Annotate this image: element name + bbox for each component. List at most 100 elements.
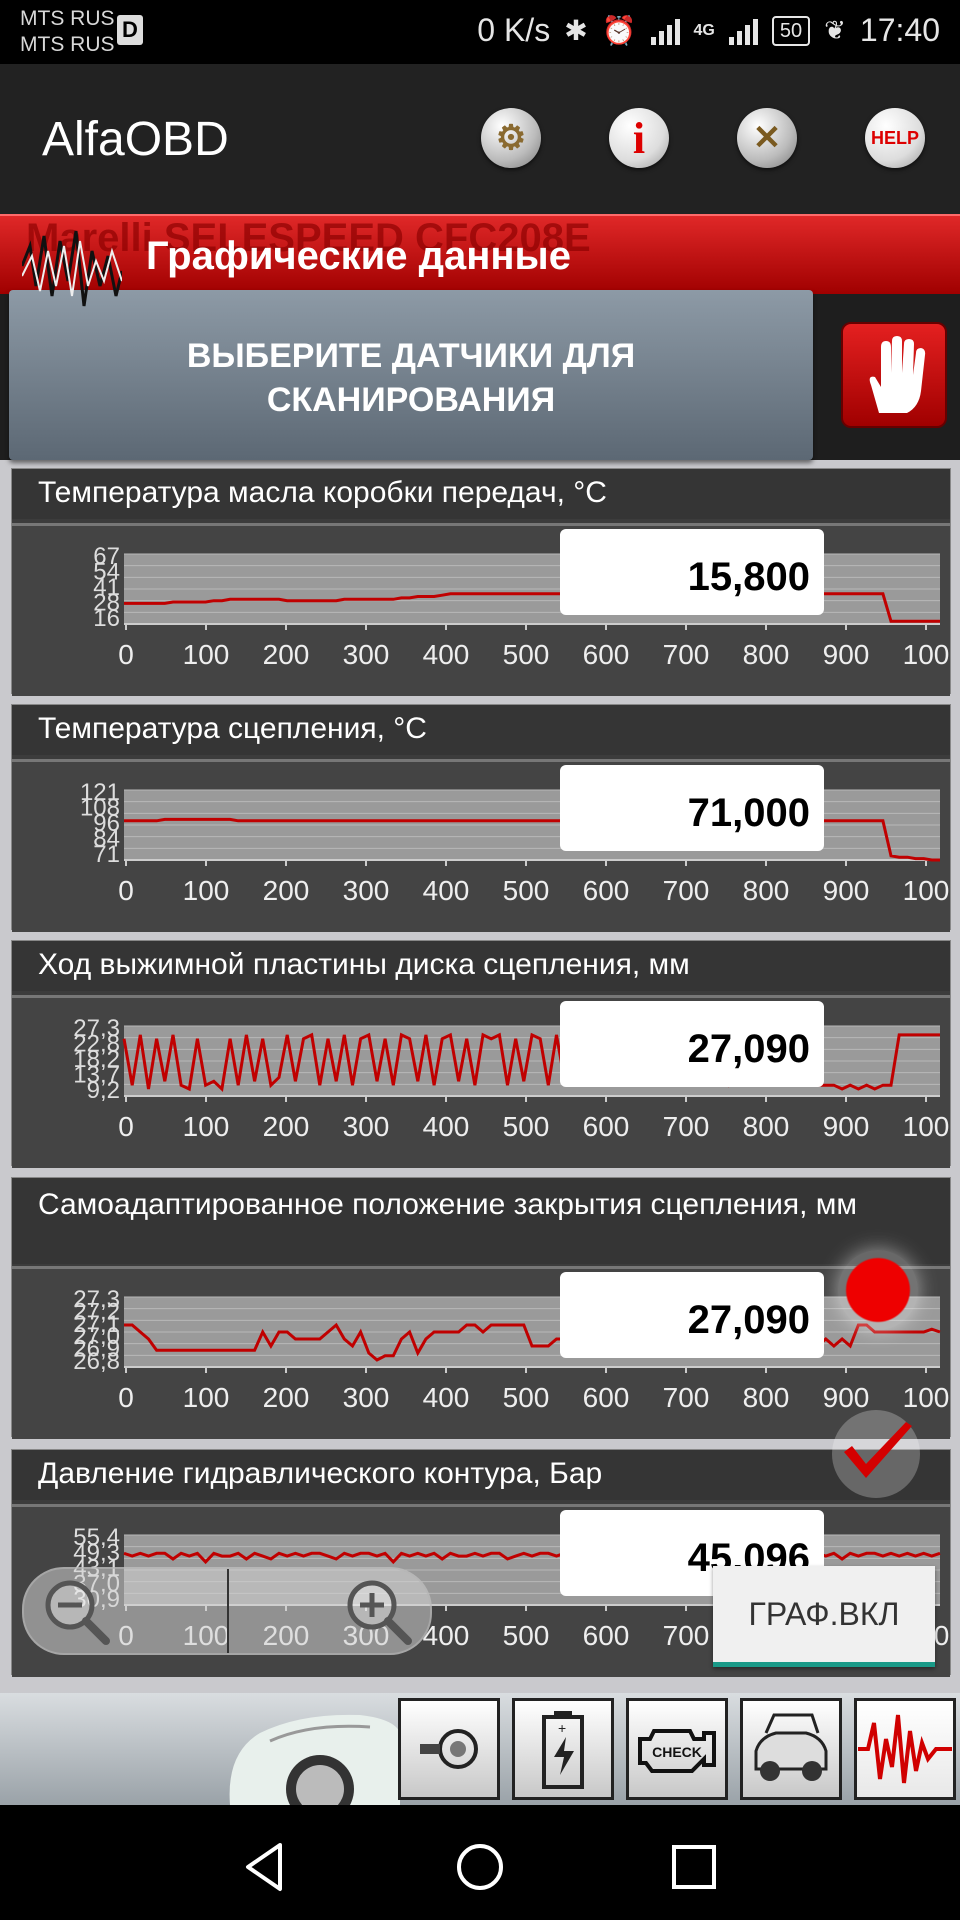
section-header: Marelli SELESPEED CFC208E Графические да… — [0, 214, 960, 294]
y-tick-label: 27,2 — [73, 1298, 120, 1325]
back-icon[interactable] — [236, 1837, 296, 1897]
key-button[interactable] — [398, 1698, 500, 1800]
y-tick-label: 26,8 — [73, 1348, 120, 1375]
y-tick-label: 27,3 — [73, 1015, 120, 1042]
settings-gears-button[interactable]: ⚙ — [481, 108, 541, 168]
x-tick-label: 700 — [663, 875, 710, 906]
graph-title-text: Ход выжимной пластины диска сцепления, м… — [38, 948, 690, 981]
y-tick-label: 67 — [93, 543, 120, 570]
select-sensors-label: ВЫБЕРИТЕ ДАТЧИКИ ДЛЯ СКАНИРОВАНИЯ — [186, 337, 636, 419]
check-engine-button[interactable]: CHECK — [626, 1698, 728, 1800]
x-tick-label: 400 — [423, 1111, 470, 1142]
x-tick-label: 100 — [903, 875, 950, 906]
checkmark-icon — [832, 1410, 920, 1498]
x-tick-label: 400 — [423, 639, 470, 670]
x-tick-label: 200 — [263, 1382, 310, 1413]
graph-title: Температура сцепления, °C — [12, 705, 950, 755]
x-tick-label: 300 — [343, 639, 390, 670]
x-tick-label: 600 — [583, 875, 630, 906]
x-tick-label: 500 — [503, 875, 550, 906]
y-tick-label: 16 — [93, 605, 120, 632]
x-tick-label: 900 — [823, 875, 870, 906]
x-tick-label: 100 — [903, 639, 950, 670]
x-tick-label: 100 — [183, 1111, 230, 1142]
x-tick-label: 200 — [263, 875, 310, 906]
graphs-button[interactable] — [854, 1698, 956, 1800]
x-tick-label: 100 — [183, 875, 230, 906]
y-tick-label: 121 — [80, 779, 120, 806]
clock: 17:40 — [859, 12, 940, 48]
zoom-control — [22, 1567, 432, 1655]
select-sensors-button[interactable]: ВЫБЕРИТЕ ДАТЧИКИ ДЛЯ СКАНИРОВАНИЯ — [9, 290, 813, 460]
signal-icon-2 — [728, 17, 758, 45]
battery-button[interactable]: + — [512, 1698, 614, 1800]
graph-title-text: Температура масла коробки передач, °C — [38, 476, 607, 509]
x-tick-label: 600 — [583, 1620, 630, 1651]
zoom-in-icon[interactable] — [342, 1575, 414, 1647]
record-button[interactable] — [838, 1250, 918, 1330]
check-engine-icon: CHECK — [638, 1729, 716, 1773]
carrier-labels: MTS RUS MTS RUS — [20, 6, 115, 58]
tools-icon: ✕ — [752, 119, 782, 157]
car-service-button[interactable] — [740, 1698, 842, 1800]
section-title: Графические данные — [146, 234, 571, 278]
x-tick-label: 800 — [743, 639, 790, 670]
carrier-2: MTS RUS — [20, 33, 115, 56]
bluetooth-icon: ✱ — [564, 15, 588, 46]
value-text: 15,800 — [687, 555, 810, 599]
recents-icon[interactable] — [664, 1837, 724, 1897]
y-tick-label: 108 — [80, 795, 120, 822]
x-tick-label: 900 — [823, 1382, 870, 1413]
x-tick-label: 500 — [503, 1111, 550, 1142]
y-tick-label: 9,2 — [87, 1077, 120, 1104]
y-tick-label: 96 — [93, 810, 120, 837]
info-icon: i — [632, 113, 646, 163]
car-image — [229, 1714, 400, 1805]
graph-toggle-button[interactable]: ГРАФ.ВКЛ — [713, 1566, 935, 1667]
graph-title-text: Температура сцепления, °C — [38, 712, 427, 745]
y-tick-label: 71 — [93, 841, 120, 868]
x-tick-label: 100 — [903, 1382, 950, 1413]
x-tick-label: 800 — [743, 1111, 790, 1142]
home-icon[interactable] — [450, 1837, 510, 1897]
zoom-out-icon[interactable] — [40, 1575, 112, 1647]
car-open-hood-icon — [754, 1713, 828, 1781]
gears-icon: ⚙ — [495, 119, 527, 157]
x-tick-label: 100 — [183, 1382, 230, 1413]
value-text: 71,000 — [687, 791, 810, 835]
confirm-button[interactable] — [826, 1408, 926, 1500]
x-tick-label: 700 — [663, 1382, 710, 1413]
graph-svg: 27,327,227,127,026,926,8 0 100 200 300 400 500… — [73, 1286, 950, 1413]
y-tick-label: 84 — [93, 826, 120, 853]
y-tick-label: 27,3 — [73, 1286, 120, 1313]
x-tick-label: 400 — [423, 875, 470, 906]
graph-title: Ход выжимной пластины диска сцепления, м… — [12, 941, 950, 991]
graph-title: Самоадаптированное положение закрытия сц… — [12, 1178, 950, 1264]
stop-button[interactable] — [841, 322, 947, 428]
y-tick-label: 28 — [93, 590, 120, 617]
info-button[interactable]: i — [609, 108, 669, 168]
x-tick-label: 300 — [343, 1382, 390, 1413]
tools-button[interactable]: ✕ — [737, 108, 797, 168]
network-speed: 0 K/s — [477, 12, 551, 48]
x-tick-label: 600 — [583, 1382, 630, 1413]
ecu-name: Marelli SELESPEED CFC208E — [26, 216, 591, 260]
x-tick-label: 700 — [663, 1620, 710, 1651]
x-tick-label: 700 — [663, 1111, 710, 1142]
y-tick-label: 27,1 — [73, 1311, 120, 1338]
navigation-bar — [0, 1805, 960, 1920]
help-label: HELP — [870, 127, 919, 148]
battery-charge-icon: + — [542, 1711, 584, 1789]
y-tick-label: 54 — [93, 559, 120, 586]
graph-panel-2: Температура сцепления, °C 121 108 96 84 71 0 1… — [11, 704, 951, 932]
value-text: 27,090 — [687, 1298, 810, 1342]
current-value: 27,090 — [560, 1272, 824, 1358]
x-tick-label: 500 — [503, 639, 550, 670]
x-tick-label: 0 — [118, 639, 134, 670]
battery-icon: 50 — [771, 15, 811, 46]
network-type: 4G — [693, 21, 715, 39]
app-title: AlfaOBD — [42, 113, 229, 166]
help-button[interactable]: HELP — [865, 108, 925, 168]
value-text: 27,090 — [687, 1027, 810, 1071]
